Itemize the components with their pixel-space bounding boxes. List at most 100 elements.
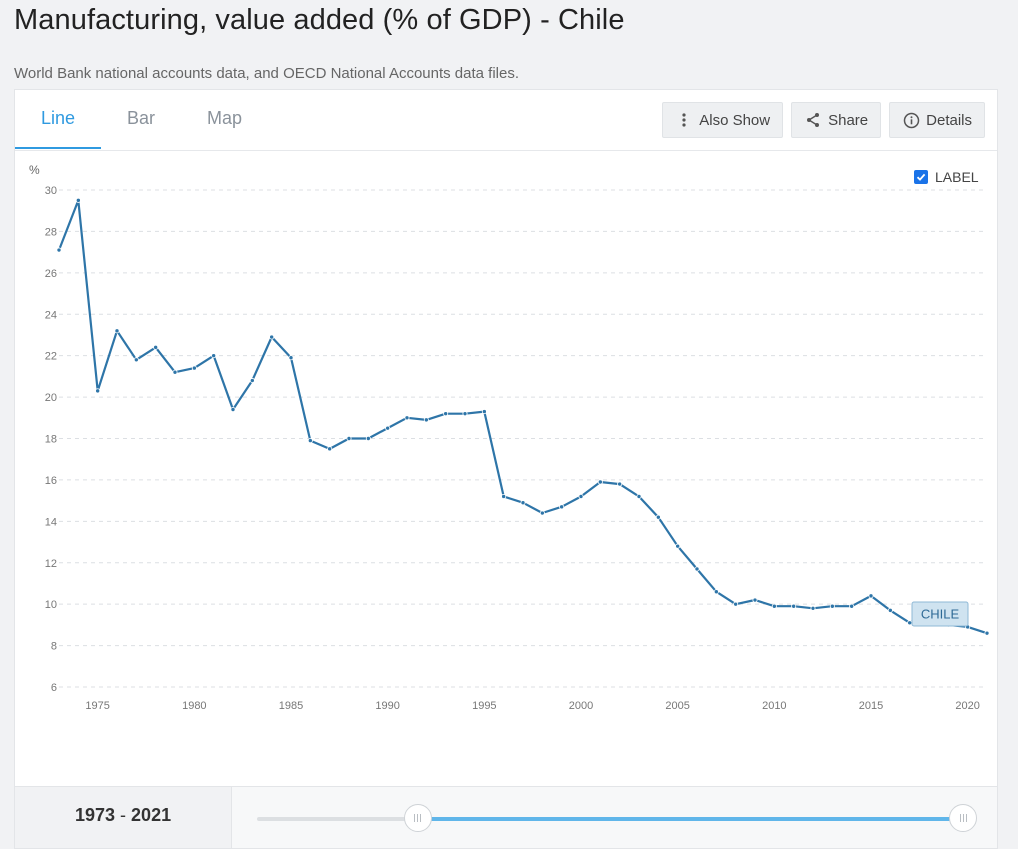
data-point xyxy=(578,493,584,499)
data-point xyxy=(462,411,468,417)
year-slider-fill xyxy=(417,817,963,821)
x-tick-label: 1980 xyxy=(182,700,206,712)
x-tick-label: 2015 xyxy=(859,700,883,712)
chart-card: Line Bar Map Also Show Share Details xyxy=(14,89,998,849)
y-tick-label: 30 xyxy=(45,185,57,197)
data-point xyxy=(114,328,120,334)
data-point xyxy=(810,605,816,611)
slider-handle-start[interactable] xyxy=(403,804,432,832)
grip-icon xyxy=(959,814,967,822)
y-axis-unit-label: % xyxy=(29,163,40,177)
share-button[interactable]: Share xyxy=(791,102,882,138)
data-point xyxy=(95,388,101,394)
y-tick-label: 26 xyxy=(45,268,57,280)
data-point xyxy=(346,435,352,441)
page-title: Manufacturing, value added (% of GDP) - … xyxy=(14,4,625,36)
range-footer: 1973 - 2021 xyxy=(15,786,997,848)
y-tick-label: 24 xyxy=(45,309,57,321)
data-point xyxy=(404,415,410,421)
view-tabs: Line Bar Map xyxy=(15,90,268,150)
line-chart: % 6 8 10 12 14 16 18 20 22 24 26 28 30 1975 1980 1985 199… xyxy=(29,163,990,712)
label-checkbox[interactable] xyxy=(914,170,928,184)
data-point xyxy=(191,365,197,371)
tab-line[interactable]: Line xyxy=(15,90,102,149)
data-point xyxy=(675,543,681,549)
label-toggle-text: LABEL xyxy=(935,169,979,185)
data-point xyxy=(288,355,294,361)
info-icon xyxy=(902,111,920,129)
data-point xyxy=(752,597,758,603)
x-tick-label: 1975 xyxy=(85,700,109,712)
y-tick-label: 14 xyxy=(45,516,57,528)
data-point xyxy=(385,425,391,431)
series-label-box xyxy=(911,601,969,627)
grip-icon xyxy=(414,814,422,822)
y-tick-label: 22 xyxy=(45,351,57,363)
data-point xyxy=(211,353,217,359)
y-tick-label: 16 xyxy=(45,475,57,487)
series-label: CHILE xyxy=(921,607,960,622)
tab-map[interactable]: Map xyxy=(207,108,243,128)
data-point xyxy=(791,603,797,609)
data-point xyxy=(520,500,526,506)
range-end: 2021 xyxy=(131,805,172,825)
data-point xyxy=(694,566,700,572)
range-start: 1973 xyxy=(75,805,116,825)
x-tick-label: 2005 xyxy=(665,700,689,712)
data-point xyxy=(829,603,835,609)
data-point xyxy=(887,607,893,613)
data-point xyxy=(481,409,487,415)
x-tick-label: 2020 xyxy=(955,700,979,712)
vertical-dots-icon xyxy=(675,111,693,129)
y-tick-label: 12 xyxy=(45,558,57,570)
data-point xyxy=(327,446,333,452)
data-point xyxy=(501,493,507,499)
share-icon xyxy=(804,111,822,129)
data-point xyxy=(849,603,855,609)
data-point xyxy=(868,593,874,599)
data-point xyxy=(617,481,623,487)
y-tick-label: 6 xyxy=(51,682,57,694)
data-point xyxy=(443,411,449,417)
chart-toolbar: Also Show Share Details xyxy=(662,102,985,138)
x-tick-label: 2000 xyxy=(569,700,593,712)
y-tick-label: 28 xyxy=(45,226,57,238)
data-point xyxy=(172,369,178,375)
label-toggle[interactable]: LABEL xyxy=(914,169,979,185)
data-point xyxy=(907,620,913,626)
y-tick-label: 10 xyxy=(45,599,57,611)
data-point xyxy=(249,378,255,384)
tabs-divider xyxy=(15,150,997,151)
share-label: Share xyxy=(828,111,869,129)
data-point xyxy=(539,510,545,516)
x-tick-label: 1985 xyxy=(279,700,303,712)
also-show-button[interactable]: Also Show xyxy=(662,102,784,138)
data-point xyxy=(230,407,236,413)
data-point xyxy=(636,493,642,499)
data-point xyxy=(75,197,81,203)
details-button[interactable]: Details xyxy=(889,102,985,138)
page-subtitle: World Bank national accounts data, and O… xyxy=(14,65,520,82)
data-point xyxy=(771,603,777,609)
slider-handle-end[interactable] xyxy=(949,804,977,832)
data-point xyxy=(984,630,990,636)
data-point xyxy=(597,479,603,485)
range-separator: - xyxy=(115,805,132,825)
also-show-label: Also Show xyxy=(699,111,771,129)
x-tick-label: 2010 xyxy=(762,700,786,712)
data-point xyxy=(655,514,661,520)
x-tick-label: 1995 xyxy=(472,700,496,712)
details-label: Details xyxy=(926,111,972,129)
data-point xyxy=(423,417,429,423)
data-point xyxy=(56,247,62,253)
data-point xyxy=(133,357,139,363)
y-tick-label: 20 xyxy=(45,392,57,404)
data-point xyxy=(365,435,371,441)
data-point xyxy=(269,334,275,340)
y-tick-label: 8 xyxy=(51,641,57,653)
data-point xyxy=(733,601,739,607)
data-point xyxy=(713,589,719,595)
data-point xyxy=(307,438,313,444)
data-point xyxy=(153,344,159,350)
tab-bar[interactable]: Bar xyxy=(127,108,156,128)
